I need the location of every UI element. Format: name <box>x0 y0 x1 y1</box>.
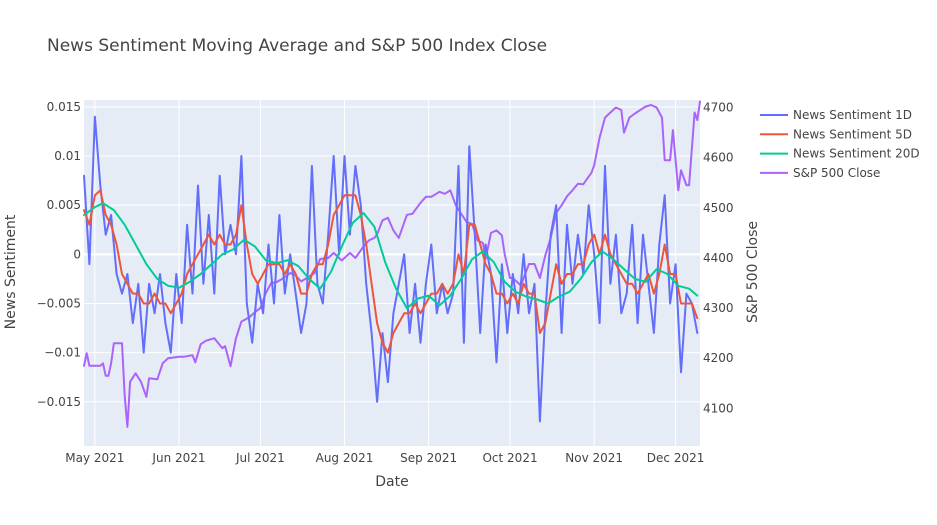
legend-item[interactable]: News Sentiment 5D <box>760 127 912 141</box>
legend-label: S&P 500 Close <box>793 166 880 180</box>
y-left-tick-label: −0.005 <box>37 296 81 310</box>
y-left-tick-label: −0.015 <box>37 395 81 409</box>
y-left-tick-label: −0.01 <box>44 346 81 360</box>
legend-label: News Sentiment 1D <box>793 108 912 122</box>
series-line-news-sentiment-5d <box>83 189 699 354</box>
legend[interactable]: News Sentiment 1D News Sentiment 5D News S… <box>760 108 920 180</box>
x-tick-label: Dec 2021 <box>647 451 705 465</box>
legend-item[interactable]: News Sentiment 20D <box>760 147 920 161</box>
y-right-tick-label: 4500 <box>703 201 734 215</box>
y-left-tick-label: 0.015 <box>47 100 81 114</box>
series-line-news-sentiment-1d <box>83 115 699 423</box>
y-right-tick-label: 4200 <box>703 351 734 365</box>
y-left-tick-labels: 0.015 0.01 0.005 0 −0.005 −0.01 −0.015 <box>37 100 81 409</box>
x-tick-label: Sep 2021 <box>400 451 457 465</box>
x-tick-label: May 2021 <box>65 451 124 465</box>
y-right-tick-label: 4700 <box>703 101 734 115</box>
series-lines <box>83 100 701 428</box>
x-tick-label: Nov 2021 <box>565 451 623 465</box>
chart-title: News Sentiment Moving Average and S&P 50… <box>47 36 547 56</box>
y-right-axis-title: S&P 500 Close <box>745 221 761 323</box>
y-right-tick-label: 4100 <box>703 401 734 415</box>
x-axis-title: Date <box>375 474 408 490</box>
y-left-tick-label: 0 <box>73 247 81 261</box>
x-tick-label: Oct 2021 <box>482 451 537 465</box>
y-right-tick-label: 4400 <box>703 251 734 265</box>
y-right-tick-label: 4300 <box>703 301 734 315</box>
series-line-s-p-500-close <box>83 100 701 428</box>
legend-label: News Sentiment 20D <box>793 147 920 161</box>
x-tick-labels: May 2021 Jun 2021 Jul 2021 Aug 2021 Sep 2021… <box>65 451 704 465</box>
y-left-axis-title: News Sentiment <box>3 214 19 329</box>
series-line-news-sentiment-20d <box>83 202 699 310</box>
x-tick-label: Aug 2021 <box>316 451 374 465</box>
x-tick-label: Jun 2021 <box>151 451 205 465</box>
y-left-tick-label: 0.01 <box>54 149 81 163</box>
y-right-tick-label: 4600 <box>703 151 734 165</box>
y-left-tick-label: 0.005 <box>47 198 81 212</box>
legend-item[interactable]: News Sentiment 1D <box>760 108 912 122</box>
x-tick-label: Jul 2021 <box>235 451 285 465</box>
plot-background <box>84 100 700 446</box>
legend-label: News Sentiment 5D <box>793 127 912 141</box>
legend-item[interactable]: S&P 500 Close <box>760 166 880 180</box>
y-right-tick-labels: 4100 4200 4300 4400 4500 4600 4700 <box>703 101 734 416</box>
